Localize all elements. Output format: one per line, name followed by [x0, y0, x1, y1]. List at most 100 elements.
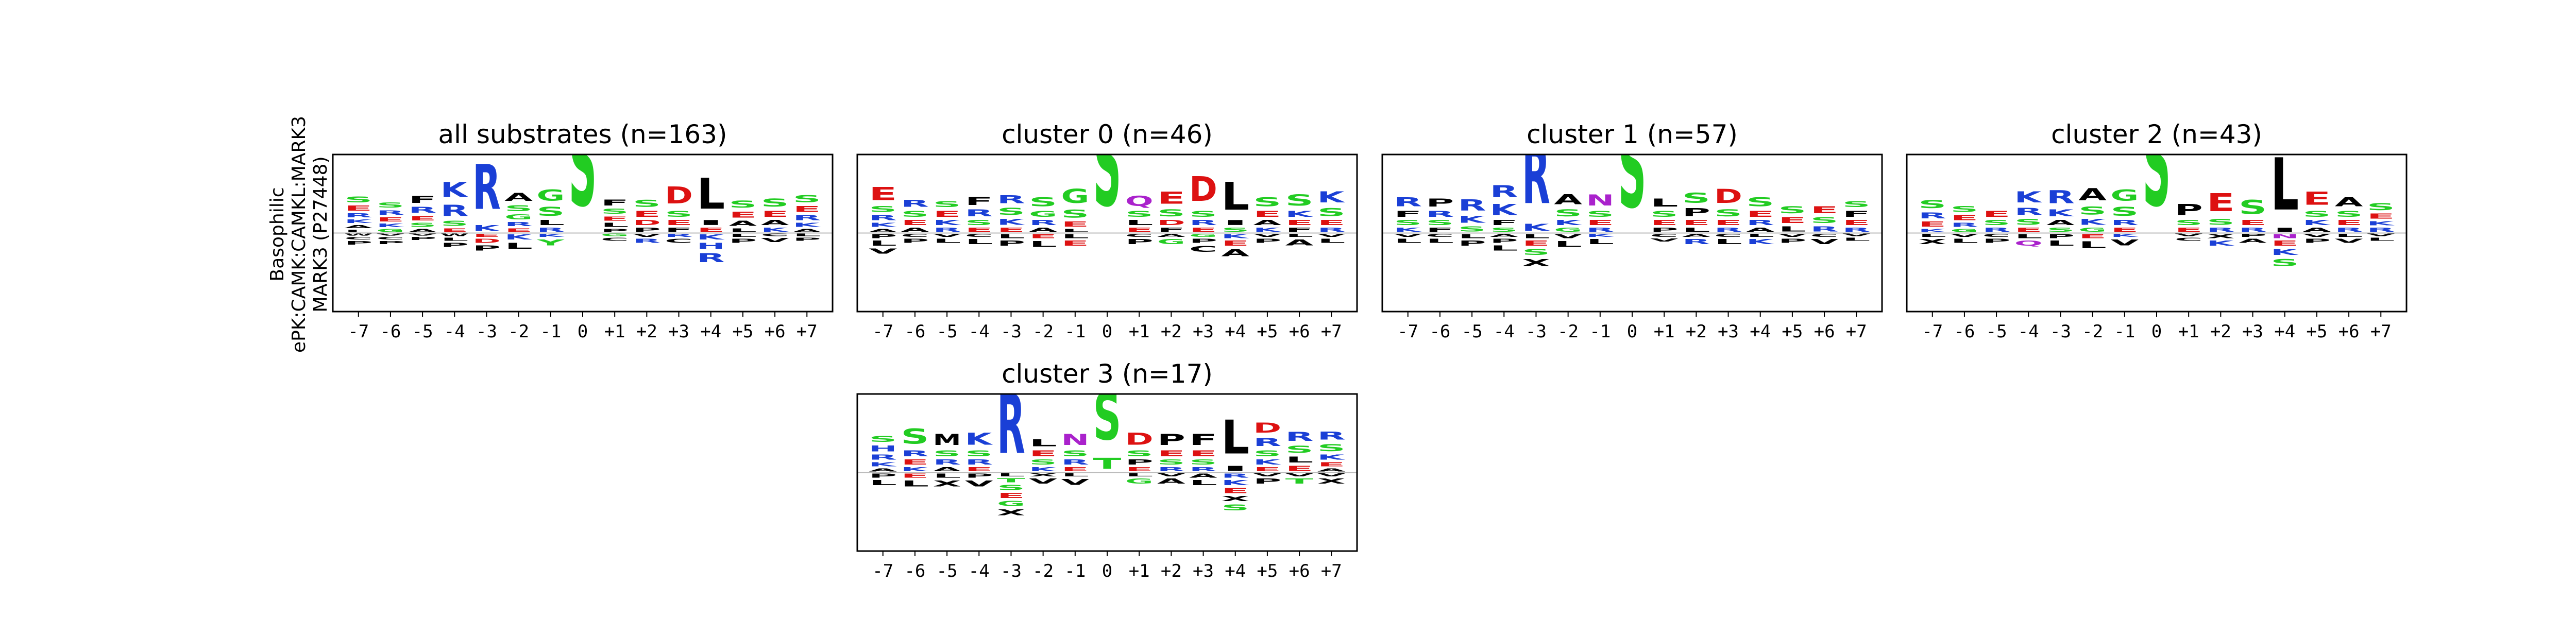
residue-P-pos-+2: P: [1157, 431, 1185, 449]
residue-K-pos-+6: K: [1285, 209, 1314, 219]
residue-K-pos-+6: K: [761, 227, 789, 233]
residue-X-neg-pos-+4: X: [1221, 495, 1249, 503]
x-tick-label: +3: [1193, 561, 1214, 581]
residue-E-pos-+6: E: [1285, 219, 1314, 227]
residue-V-neg-pos-+6: V: [1285, 472, 1314, 477]
residue-S-pos--4: S: [440, 219, 469, 228]
residue-X-neg-pos-+7: X: [1317, 477, 1346, 485]
residue-L-neg-pos-+1: L: [1125, 473, 1154, 477]
residue-P-neg-pos--3: P: [997, 239, 1025, 248]
residue-P-neg-pos--7: P: [344, 241, 372, 246]
residue-R-pos-+6: R: [1285, 430, 1314, 443]
residue-X-neg-pos-+2: X: [2207, 233, 2235, 239]
residue-V-neg-pos-+5: V: [1253, 472, 1282, 477]
x-tick-label: 0: [2151, 321, 2162, 342]
x-tick-label: +1: [1129, 321, 1150, 342]
x-tick-label: +2: [1161, 321, 1182, 342]
residue-P-pos-+1: P: [601, 228, 629, 233]
residue-S-pos-+7: S: [793, 193, 821, 204]
residue-C-neg-pos-+3: C: [665, 238, 693, 244]
x-tick-label: +6: [2338, 321, 2360, 342]
residue-E-pos--1: E: [1061, 466, 1089, 472]
residue-L-pos-+5: L: [729, 228, 757, 233]
residue-S-pos-+7: S: [1317, 206, 1346, 219]
x-tick-label: -3: [1001, 321, 1022, 342]
x-tick-label: -6: [380, 321, 401, 342]
residue-G-neg-pos--3: G: [997, 500, 1025, 507]
residue-K-pos-+7: K: [2367, 220, 2395, 227]
residue-R-neg-pos-+4: R: [697, 251, 725, 265]
residue-C-neg-pos-+1: C: [601, 237, 629, 242]
residue-L-pos--2: L: [1029, 437, 1057, 449]
residue-L-neg-pos-+6: L: [1285, 233, 1314, 238]
residue-S-pos-+2: S: [1157, 458, 1185, 467]
residue-E-pos--1: E: [1586, 219, 1614, 227]
residue-E-pos--6: E: [1951, 214, 1979, 221]
residue-C-neg-pos--7: C: [344, 236, 372, 241]
residue-E-pos-+3: E: [1189, 449, 1217, 458]
residue-W-neg-pos--7: W: [344, 233, 372, 236]
residue-S-pos-+1: S: [1125, 449, 1154, 458]
x-tick-label: -4: [444, 321, 465, 342]
residue-V-neg-pos-+6: V: [2335, 238, 2363, 244]
residue-E-pos-+7: E: [1842, 219, 1871, 227]
residue-S-pos-+2: S: [1682, 190, 1710, 206]
residue-L-neg-pos--7: L: [1918, 233, 1946, 238]
residue-E-pos-+1: E: [601, 216, 629, 222]
x-tick-label: 0: [1102, 561, 1112, 581]
residue-E-pos--4: E: [965, 227, 993, 233]
residue-G-neg-pos-+1: G: [601, 233, 629, 237]
residue-P-neg-pos-+5: P: [1253, 238, 1282, 244]
residue-V-neg-pos-+6: V: [1810, 238, 1839, 246]
residue-A-neg-pos-+6: A: [1285, 238, 1314, 248]
residue-S-pos--7: S: [344, 195, 372, 204]
x-tick-label: -2: [2082, 321, 2103, 342]
panel-frame: [856, 393, 1358, 552]
residue-R-neg-pos-+2: R: [1682, 238, 1710, 246]
x-tick-label: -1: [1589, 321, 1611, 342]
residue-L-neg-pos--4: L: [965, 238, 993, 246]
residue-E-pos-+7: E: [793, 204, 821, 214]
residue-L-pos-+4: L: [697, 169, 725, 219]
residue-A-pos--6: A: [901, 227, 929, 233]
residue-V-neg-pos--1: V: [1061, 477, 1089, 487]
residue-R-pos--1: R: [536, 227, 565, 233]
residue-V-neg-pos-+2: V: [633, 233, 661, 237]
panel-frame: [1381, 153, 1883, 313]
residue-P-neg-pos--5: P: [409, 236, 437, 241]
residue-E-pos-+3: E: [2239, 219, 2267, 227]
residue-S-pos--1: S: [1061, 449, 1089, 458]
residue-S-pos-+5: S: [1253, 449, 1282, 458]
residue-D-pos-+3: D: [1189, 169, 1217, 209]
x-tick-label: +4: [700, 321, 721, 342]
residue-G-pos--2: G: [1554, 227, 1582, 233]
residue-L-pos--1: L: [536, 219, 565, 227]
residue-E-neg-pos--3: E: [472, 233, 501, 238]
residue-E-pos-+3: E: [665, 219, 693, 227]
x-tick-label: -2: [1032, 321, 1054, 342]
x-tick-label: -1: [1064, 561, 1086, 581]
x-tick-label: +2: [1686, 321, 1707, 342]
residue-W-neg-pos--4: W: [440, 233, 469, 237]
residue-S-pos--3: S: [997, 206, 1025, 217]
residue-R-pos--7: R: [1394, 195, 1422, 209]
residue-F-pos-+2: F: [1157, 227, 1185, 233]
x-tick-label: -6: [904, 561, 925, 581]
residue-K-pos--7: K: [869, 461, 896, 468]
logo-glyphs: LAKRESWCPGKERSVCPASERFVPESRKWLPKREDPERGS…: [333, 154, 833, 265]
residue-R-pos--4: R: [965, 458, 993, 466]
residue-E-pos--5: E: [933, 209, 961, 219]
residue-E-pos--3: E: [997, 227, 1025, 233]
logo-panel-4: cluster 3 (n=17)AKRHSPLKERSELARSMLXERSKP…: [856, 359, 1358, 581]
residue-E-neg-pos--3: E: [1522, 239, 1550, 247]
residue-R-pos-+6: R: [2335, 227, 2363, 233]
residue-G-pos--2: G: [2078, 227, 2107, 233]
residue-P-pos-+1: P: [2175, 201, 2203, 219]
residue-K-neg-pos-+4: K: [1746, 238, 1775, 246]
residue-P-neg-pos--6: P: [377, 241, 405, 245]
residue-S-pos-+6: S: [761, 197, 789, 210]
residue-A-pos--7: A: [344, 224, 372, 229]
residue-L-pos-+4: L: [1221, 174, 1249, 218]
residue-F-pos-+1: F: [601, 198, 629, 208]
residue-R-pos-+5: R: [1253, 436, 1282, 449]
